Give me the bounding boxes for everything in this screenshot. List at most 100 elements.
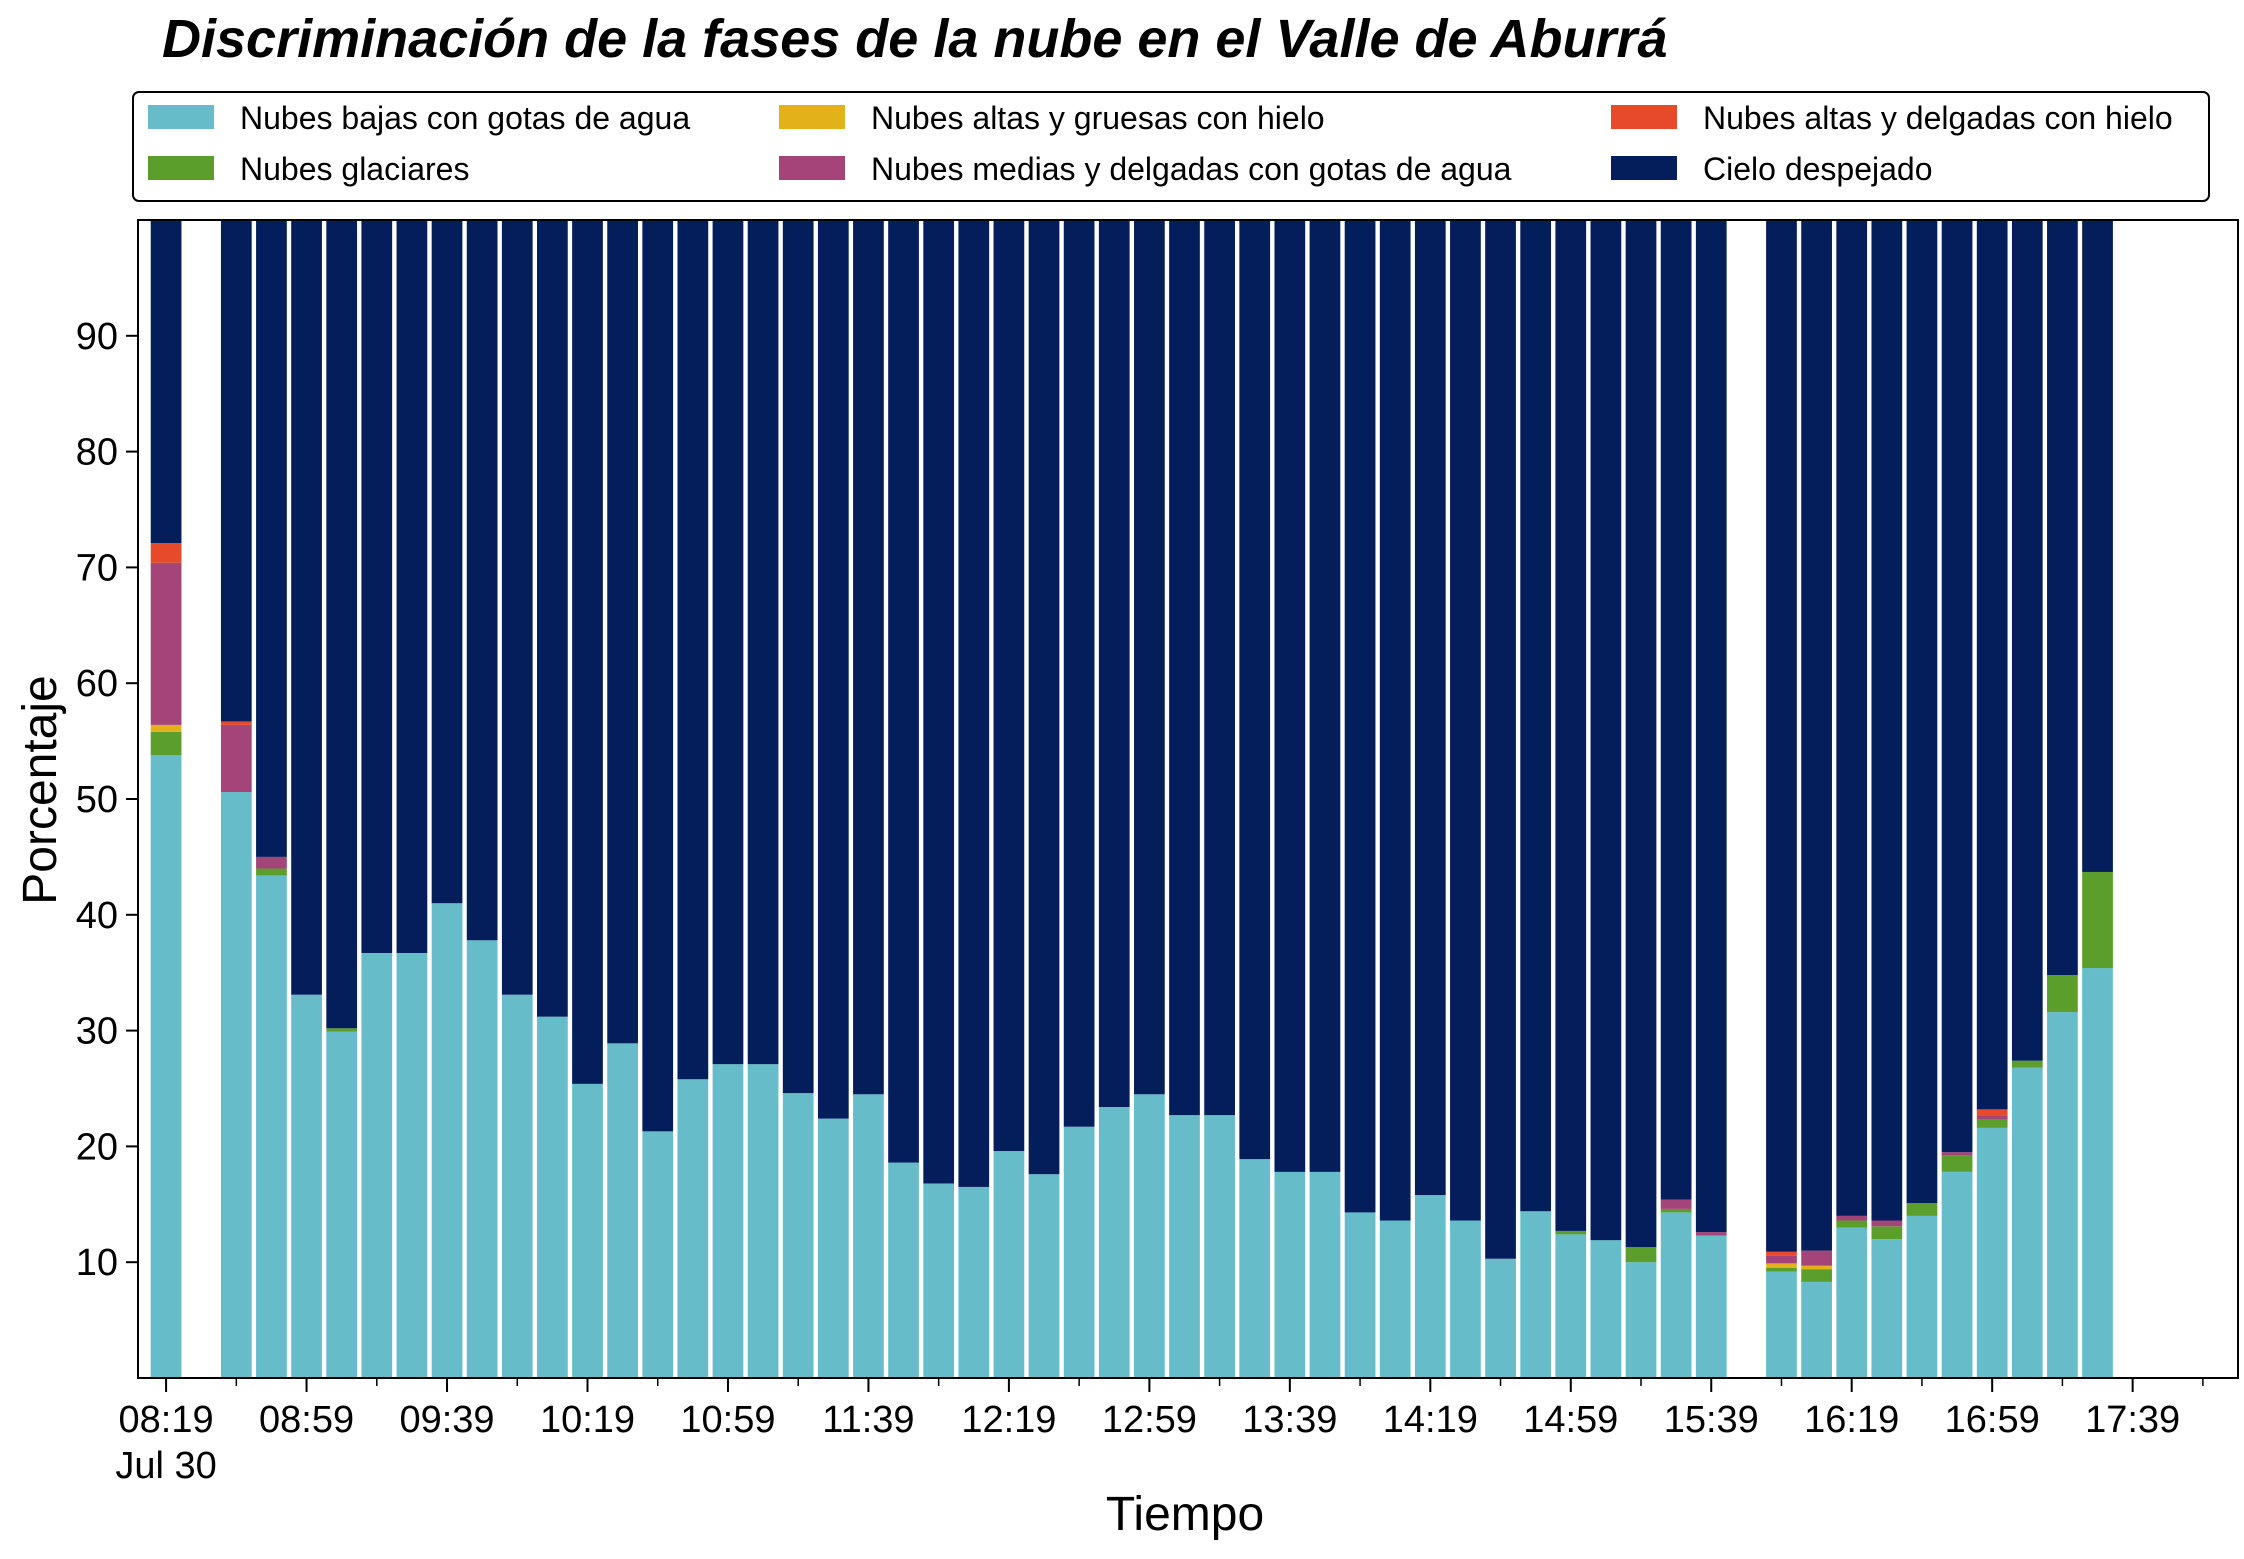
bar-segment-5 (572, 220, 603, 1084)
bar-segment-3 (1836, 1215, 1868, 1221)
bar-segment-3 (1976, 1115, 2008, 1120)
bar-segment-1 (2047, 975, 2078, 1013)
bar-segment-5 (993, 220, 1025, 1152)
bar-segment-3 (1766, 1255, 1797, 1264)
bar-segment-5 (1766, 220, 1797, 1252)
bar-segment-5 (150, 220, 182, 544)
bar-segment-2 (1801, 1265, 1832, 1270)
bar-segment-0 (677, 1079, 709, 1378)
bar-segment-5 (1063, 220, 1095, 1127)
legend-frame (132, 91, 2210, 202)
x-tick-label: 08:59 (259, 1399, 354, 1441)
bar-segment-5 (501, 220, 533, 995)
bar-segment-0 (1695, 1235, 1727, 1378)
bar-segment-0 (747, 1064, 779, 1378)
bar-segment-5 (607, 220, 638, 1044)
bar-segment-0 (1274, 1171, 1306, 1378)
bar-segment-3 (1871, 1220, 1903, 1227)
bar-segment-5 (431, 220, 463, 904)
bar-segment-5 (677, 220, 709, 1080)
x-tick-sublabel: Jul 30 (115, 1445, 216, 1487)
bar-segment-0 (501, 994, 533, 1378)
bar-segment-0 (1344, 1212, 1376, 1378)
bar-segment-5 (1344, 220, 1376, 1213)
x-tick-label: 12:19 (961, 1399, 1056, 1441)
bar-segment-0 (993, 1151, 1025, 1378)
bar-segment-1 (1555, 1230, 1587, 1235)
bar-segment-0 (1450, 1220, 1481, 1378)
legend-label: Cielo despejado (1703, 151, 1933, 187)
bar-segment-1 (1941, 1155, 1973, 1172)
bar-segment-0 (1098, 1107, 1130, 1378)
y-tick-label: 20 (76, 1126, 118, 1168)
bar-segment-0 (361, 953, 393, 1378)
bar-segment-5 (1555, 220, 1587, 1231)
bar-segment-0 (1976, 1127, 2008, 1378)
legend-swatch (1611, 105, 1677, 129)
bar-segment-0 (396, 953, 428, 1378)
bar-segment-3 (256, 856, 287, 869)
bar-segment-5 (1520, 220, 1552, 1212)
bar-segment-0 (817, 1118, 849, 1378)
y-tick-label: 70 (76, 547, 118, 589)
bar-segment-5 (1309, 220, 1341, 1172)
bar-segment-0 (1204, 1115, 1235, 1378)
bar-segment-0 (1590, 1240, 1622, 1378)
bar-segment-0 (431, 903, 463, 1378)
bar-segment-0 (712, 1064, 744, 1378)
bar-segment-5 (1836, 220, 1868, 1216)
bar-segment-0 (888, 1162, 919, 1378)
bar-segment-5 (1274, 220, 1306, 1172)
bar-segment-0 (326, 1031, 358, 1378)
bar-segment-5 (1906, 220, 1938, 1204)
y-tick-label: 90 (76, 316, 118, 358)
bar-segment-0 (1379, 1220, 1411, 1378)
legend-label: Nubes altas y delgadas con hielo (1703, 100, 2173, 136)
bar-segment-5 (747, 220, 779, 1065)
x-tick-label: 15:39 (1664, 1399, 1759, 1441)
bar-segment-5 (817, 220, 849, 1119)
bar-segment-0 (572, 1083, 603, 1378)
bar-segment-0 (2047, 1012, 2078, 1378)
legend-swatch (148, 105, 214, 129)
bar-segment-5 (326, 220, 358, 1029)
bar-segment-3 (1801, 1250, 1832, 1266)
y-tick-label: 80 (76, 432, 118, 474)
legend-label: Nubes glaciares (240, 151, 469, 187)
bar-segment-5 (958, 220, 990, 1187)
x-tick-label: 14:19 (1383, 1399, 1478, 1441)
bar-segment-0 (256, 875, 287, 1378)
bar-segment-5 (396, 220, 428, 954)
x-tick-label: 10:59 (680, 1399, 775, 1441)
bar-segment-0 (2082, 968, 2113, 1378)
bar-segment-0 (1134, 1094, 1165, 1378)
bar-segment-1 (2082, 871, 2113, 969)
bar-segment-5 (1450, 220, 1481, 1221)
bar-segment-5 (1028, 220, 1060, 1175)
bar-segment-5 (782, 220, 814, 1094)
bar-segment-5 (2047, 220, 2078, 976)
bar-segment-0 (1063, 1126, 1095, 1378)
bar-segment-0 (1555, 1234, 1587, 1378)
bar-segment-5 (1134, 220, 1165, 1095)
legend-label: Nubes altas y gruesas con hielo (871, 100, 1325, 136)
bar-segment-5 (1590, 220, 1622, 1241)
bar-segment-1 (1625, 1247, 1657, 1263)
x-tick-label: 09:39 (399, 1399, 494, 1441)
bar-segment-1 (1906, 1203, 1938, 1216)
bar-segment-5 (361, 220, 393, 954)
bar-segment-1 (1660, 1208, 1692, 1213)
bar-segment-5 (1204, 220, 1235, 1116)
bar-segment-0 (150, 755, 182, 1378)
legend-label: Nubes medias y delgadas con gotas de agu… (871, 151, 1512, 187)
bar-segment-5 (1239, 220, 1271, 1160)
y-tick-label: 40 (76, 895, 118, 937)
y-tick-label: 50 (76, 779, 118, 821)
bar-segment-5 (1379, 220, 1411, 1221)
bar-segment-5 (1695, 220, 1727, 1233)
bar-segment-3 (1941, 1152, 1973, 1156)
bar-segment-5 (2082, 220, 2113, 872)
bar-segment-0 (1625, 1262, 1657, 1378)
